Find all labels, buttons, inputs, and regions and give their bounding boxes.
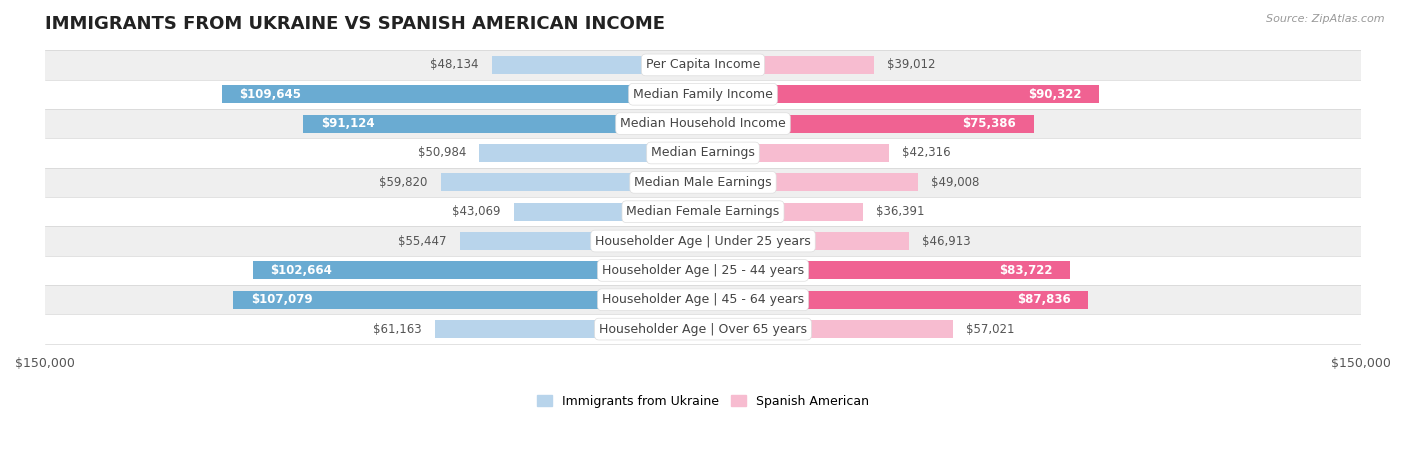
Text: $43,069: $43,069 [453, 205, 501, 218]
Bar [460, 232, 703, 250]
Text: IMMIGRANTS FROM UKRAINE VS SPANISH AMERICAN INCOME: IMMIGRANTS FROM UKRAINE VS SPANISH AMERI… [45, 15, 665, 33]
Text: $50,984: $50,984 [418, 147, 467, 159]
Bar [479, 144, 703, 162]
Bar [440, 173, 703, 191]
Text: Householder Age | Under 25 years: Householder Age | Under 25 years [595, 234, 811, 248]
Text: Median Earnings: Median Earnings [651, 147, 755, 159]
Text: $75,386: $75,386 [963, 117, 1017, 130]
Bar [45, 109, 1361, 138]
Text: $48,134: $48,134 [430, 58, 478, 71]
Text: $83,722: $83,722 [1000, 264, 1053, 277]
Bar [434, 320, 703, 338]
Bar [45, 285, 1361, 314]
Bar [45, 314, 1361, 344]
Bar [703, 173, 918, 191]
Text: $42,316: $42,316 [901, 147, 950, 159]
Text: Median Female Earnings: Median Female Earnings [627, 205, 779, 218]
Bar [45, 50, 1361, 79]
Text: $90,322: $90,322 [1028, 88, 1081, 101]
Bar [45, 168, 1361, 197]
Bar [45, 256, 1361, 285]
Bar [45, 138, 1361, 168]
Bar [703, 290, 1088, 309]
Bar [703, 114, 1033, 133]
Text: $39,012: $39,012 [887, 58, 936, 71]
Bar [703, 232, 908, 250]
Text: $49,008: $49,008 [931, 176, 980, 189]
Bar [45, 197, 1361, 226]
Bar [492, 56, 703, 74]
Text: $57,021: $57,021 [966, 323, 1015, 336]
Bar [703, 56, 875, 74]
Bar [703, 320, 953, 338]
Bar [253, 262, 703, 279]
Bar [703, 144, 889, 162]
Text: Source: ZipAtlas.com: Source: ZipAtlas.com [1267, 14, 1385, 24]
Bar [45, 79, 1361, 109]
Text: Median Family Income: Median Family Income [633, 88, 773, 101]
Bar [515, 203, 703, 221]
Text: $55,447: $55,447 [398, 234, 447, 248]
Bar [45, 226, 1361, 256]
Bar [222, 85, 703, 103]
Bar [703, 203, 863, 221]
Text: $91,124: $91,124 [321, 117, 374, 130]
Text: $59,820: $59,820 [380, 176, 427, 189]
Legend: Immigrants from Ukraine, Spanish American: Immigrants from Ukraine, Spanish America… [531, 389, 875, 413]
Text: $107,079: $107,079 [250, 293, 312, 306]
Text: Per Capita Income: Per Capita Income [645, 58, 761, 71]
Text: Householder Age | 25 - 44 years: Householder Age | 25 - 44 years [602, 264, 804, 277]
Bar [233, 290, 703, 309]
Bar [703, 262, 1070, 279]
Bar [304, 114, 703, 133]
Text: Median Male Earnings: Median Male Earnings [634, 176, 772, 189]
Text: $61,163: $61,163 [373, 323, 422, 336]
Text: $109,645: $109,645 [239, 88, 301, 101]
Text: Householder Age | Over 65 years: Householder Age | Over 65 years [599, 323, 807, 336]
Bar [703, 85, 1099, 103]
Text: Median Household Income: Median Household Income [620, 117, 786, 130]
Text: Householder Age | 45 - 64 years: Householder Age | 45 - 64 years [602, 293, 804, 306]
Text: $87,836: $87,836 [1017, 293, 1071, 306]
Text: $102,664: $102,664 [270, 264, 332, 277]
Text: $46,913: $46,913 [922, 234, 970, 248]
Text: $36,391: $36,391 [876, 205, 924, 218]
